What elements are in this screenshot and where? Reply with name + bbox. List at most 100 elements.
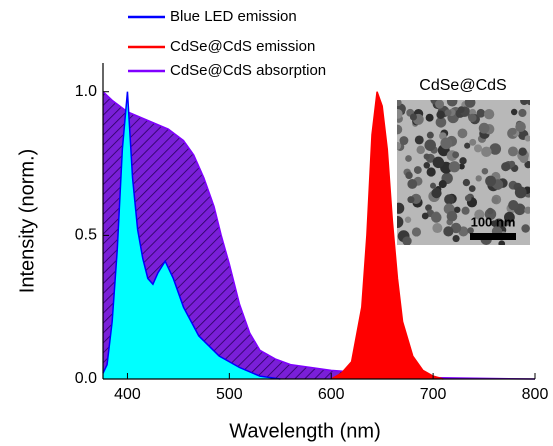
x-tick-label: 600 bbox=[318, 386, 345, 403]
x-tick-label: 700 bbox=[420, 386, 447, 403]
particle bbox=[475, 175, 482, 182]
particle bbox=[404, 216, 412, 223]
particle bbox=[481, 167, 489, 175]
legend-label: Blue LED emission bbox=[170, 8, 297, 25]
y-axis-label: Intensity (norm.) bbox=[16, 149, 38, 293]
particle bbox=[461, 206, 470, 215]
particle bbox=[520, 100, 529, 106]
particle bbox=[518, 147, 527, 156]
particle bbox=[435, 116, 447, 128]
particle bbox=[510, 108, 518, 116]
particle bbox=[474, 209, 485, 220]
particle bbox=[397, 141, 402, 150]
particle bbox=[397, 100, 402, 107]
particle bbox=[526, 100, 530, 106]
particle bbox=[508, 146, 518, 157]
particle bbox=[508, 160, 516, 168]
series-line bbox=[330, 91, 444, 380]
particle bbox=[468, 185, 476, 192]
particle bbox=[458, 163, 465, 170]
particle bbox=[421, 212, 429, 220]
particle bbox=[474, 144, 483, 153]
particle bbox=[478, 122, 490, 134]
particle bbox=[405, 171, 413, 180]
particle bbox=[444, 109, 452, 117]
particle bbox=[489, 143, 502, 155]
particle bbox=[444, 194, 455, 205]
particle bbox=[452, 151, 460, 159]
particle bbox=[402, 236, 412, 245]
particle bbox=[425, 204, 432, 212]
particle bbox=[424, 139, 436, 151]
particle bbox=[438, 180, 447, 189]
particle bbox=[397, 108, 403, 119]
particle bbox=[498, 240, 506, 245]
y-tick-label: 0.0 bbox=[75, 370, 97, 387]
particle bbox=[491, 196, 499, 204]
area bbox=[103, 91, 281, 380]
particle bbox=[430, 182, 437, 189]
particle bbox=[440, 137, 453, 150]
particle bbox=[457, 106, 465, 114]
particle bbox=[448, 161, 460, 173]
particle bbox=[397, 202, 405, 214]
particle bbox=[431, 212, 442, 223]
particle bbox=[409, 113, 417, 121]
particle bbox=[469, 138, 477, 146]
legend-label: CdSe@CdS emission bbox=[170, 38, 315, 55]
particle bbox=[459, 157, 467, 165]
scale-bar bbox=[470, 233, 516, 240]
particle bbox=[399, 136, 409, 146]
inset-image bbox=[397, 100, 530, 245]
particle bbox=[431, 187, 442, 199]
y-tick-label: 0.5 bbox=[75, 227, 97, 244]
particle bbox=[481, 146, 492, 158]
particle bbox=[515, 121, 526, 133]
particle bbox=[435, 100, 445, 109]
particle bbox=[443, 226, 454, 237]
particle bbox=[397, 216, 404, 229]
particle bbox=[452, 235, 460, 243]
particle bbox=[524, 206, 530, 214]
particle bbox=[436, 110, 445, 120]
particle bbox=[514, 186, 527, 199]
particle bbox=[518, 108, 527, 118]
particle bbox=[508, 200, 519, 211]
particle bbox=[476, 108, 486, 118]
particle bbox=[423, 162, 431, 169]
particle bbox=[462, 178, 471, 187]
particle bbox=[524, 160, 530, 169]
particle bbox=[485, 175, 497, 187]
particle bbox=[407, 196, 415, 204]
particle bbox=[405, 155, 412, 162]
particle bbox=[464, 194, 472, 202]
particle bbox=[413, 166, 422, 174]
particle bbox=[503, 211, 515, 223]
particle bbox=[432, 223, 443, 234]
particle bbox=[416, 145, 425, 155]
particle bbox=[432, 156, 445, 169]
particle bbox=[407, 179, 418, 189]
particle bbox=[521, 224, 530, 233]
particle bbox=[454, 206, 461, 213]
particle bbox=[426, 131, 434, 139]
particle bbox=[464, 100, 476, 108]
particle bbox=[446, 210, 458, 222]
particle bbox=[446, 100, 458, 107]
particle bbox=[509, 127, 517, 135]
x-tick-label: 400 bbox=[114, 386, 141, 403]
plot-area bbox=[102, 91, 536, 380]
area bbox=[103, 91, 535, 380]
x-tick-label: 500 bbox=[216, 386, 243, 403]
particle bbox=[524, 135, 530, 142]
particle bbox=[464, 142, 471, 149]
particle bbox=[397, 124, 403, 135]
particle bbox=[490, 220, 497, 227]
particle bbox=[414, 135, 424, 145]
legend-label: CdSe@CdS absorption bbox=[170, 62, 326, 79]
particle bbox=[425, 113, 434, 122]
particle bbox=[483, 109, 495, 120]
particle bbox=[501, 162, 511, 172]
